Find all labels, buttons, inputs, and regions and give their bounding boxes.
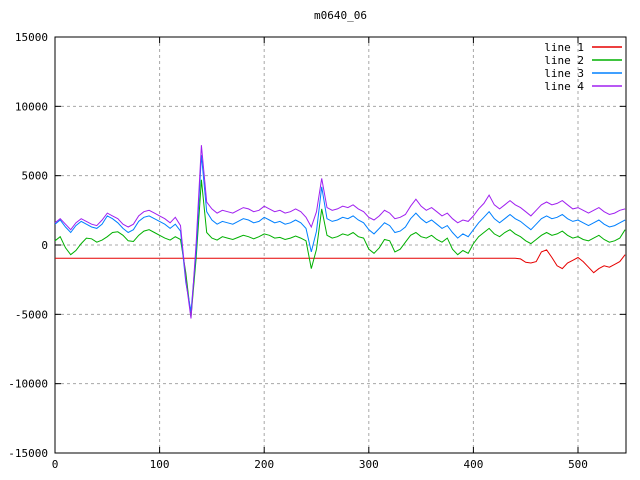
series-3-line — [54, 154, 626, 312]
y-tick-label: 5000 — [22, 170, 49, 183]
y-tick-label: -5000 — [15, 308, 48, 321]
legend-label-2: line 2 — [544, 54, 584, 67]
series-4-line — [54, 145, 626, 319]
x-tick-label: 500 — [568, 458, 588, 471]
x-tick-label: 300 — [359, 458, 379, 471]
y-tick-label: -15000 — [8, 447, 48, 460]
legend-label-4: line 4 — [544, 80, 584, 93]
x-tick-label: 100 — [150, 458, 170, 471]
x-tick-label: 0 — [52, 458, 59, 471]
y-tick-label: -10000 — [8, 378, 48, 391]
chart-title: m0640_06 — [314, 9, 367, 22]
series-1-line — [55, 249, 626, 274]
y-tick-label: 15000 — [15, 31, 48, 44]
y-tick-label: 10000 — [15, 100, 48, 113]
legend-label-3: line 3 — [544, 67, 584, 80]
series-2-line — [54, 179, 626, 318]
legend-label-1: line 1 — [544, 41, 584, 54]
y-tick-label: 0 — [41, 239, 48, 252]
x-tick-label: 200 — [254, 458, 274, 471]
x-tick-label: 400 — [463, 458, 483, 471]
